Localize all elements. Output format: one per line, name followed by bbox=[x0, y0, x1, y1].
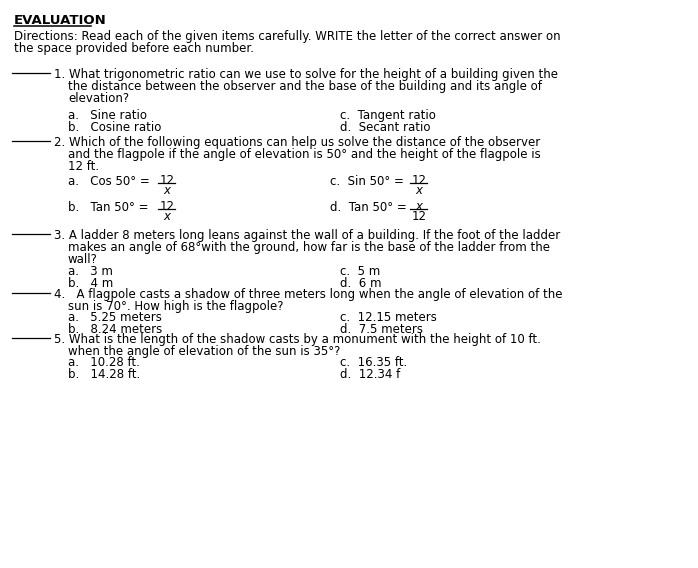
Text: x: x bbox=[415, 184, 422, 197]
Text: 3. A ladder 8 meters long leans against the wall of a building. If the foot of t: 3. A ladder 8 meters long leans against … bbox=[54, 229, 560, 242]
Text: makes an angle of 68°with the ground, how far is the base of the ladder from the: makes an angle of 68°with the ground, ho… bbox=[68, 241, 550, 254]
Text: 5. What is the length of the shadow casts by a monument with the height of 10 ft: 5. What is the length of the shadow cast… bbox=[54, 333, 541, 346]
Text: 1. What trigonometric ratio can we use to solve for the height of a building giv: 1. What trigonometric ratio can we use t… bbox=[54, 68, 558, 81]
Text: 12 ft.: 12 ft. bbox=[68, 160, 99, 173]
Text: a.   Sine ratio: a. Sine ratio bbox=[68, 109, 147, 122]
Text: d.  12.34 f: d. 12.34 f bbox=[340, 368, 400, 381]
Text: b.   14.28 ft.: b. 14.28 ft. bbox=[68, 368, 140, 381]
Text: d.  6 m: d. 6 m bbox=[340, 277, 382, 290]
Text: Directions: Read each of the given items carefully. WRITE the letter of the corr: Directions: Read each of the given items… bbox=[14, 30, 560, 43]
Text: EVALUATION: EVALUATION bbox=[14, 14, 107, 27]
Text: b.   8.24 meters: b. 8.24 meters bbox=[68, 323, 162, 336]
Text: 12: 12 bbox=[160, 174, 175, 187]
Text: x: x bbox=[163, 184, 170, 197]
Text: 4.   A flagpole casts a shadow of three meters long when the angle of elevation : 4. A flagpole casts a shadow of three me… bbox=[54, 288, 563, 301]
Text: 12: 12 bbox=[160, 200, 175, 213]
Text: c.  16.35 ft.: c. 16.35 ft. bbox=[340, 356, 407, 369]
Text: x: x bbox=[163, 210, 170, 223]
Text: wall?: wall? bbox=[68, 253, 98, 266]
Text: d.  Tan 50° =: d. Tan 50° = bbox=[330, 201, 407, 214]
Text: c.  5 m: c. 5 m bbox=[340, 265, 380, 278]
Text: a.   10.28 ft.: a. 10.28 ft. bbox=[68, 356, 140, 369]
Text: a.   Cos 50° =: a. Cos 50° = bbox=[68, 175, 150, 188]
Text: elevation?: elevation? bbox=[68, 92, 129, 105]
Text: b.   4 m: b. 4 m bbox=[68, 277, 113, 290]
Text: c.  12.15 meters: c. 12.15 meters bbox=[340, 311, 437, 324]
Text: b.   Tan 50° =: b. Tan 50° = bbox=[68, 201, 149, 214]
Text: when the angle of elevation of the sun is 35°?: when the angle of elevation of the sun i… bbox=[68, 345, 341, 358]
Text: 12: 12 bbox=[412, 210, 427, 223]
Text: x: x bbox=[415, 200, 422, 213]
Text: the space provided before each number.: the space provided before each number. bbox=[14, 42, 254, 55]
Text: 12: 12 bbox=[412, 174, 427, 187]
Text: c.  Tangent ratio: c. Tangent ratio bbox=[340, 109, 436, 122]
Text: 2. Which of the following equations can help us solve the distance of the observ: 2. Which of the following equations can … bbox=[54, 136, 540, 149]
Text: d.  Secant ratio: d. Secant ratio bbox=[340, 121, 431, 134]
Text: and the flagpole if the angle of elevation is 50° and the height of the flagpole: and the flagpole if the angle of elevati… bbox=[68, 148, 541, 161]
Text: d.  7.5 meters: d. 7.5 meters bbox=[340, 323, 423, 336]
Text: a.   5.25 meters: a. 5.25 meters bbox=[68, 311, 162, 324]
Text: c.  Sin 50° =: c. Sin 50° = bbox=[330, 175, 404, 188]
Text: the distance between the observer and the base of the building and its angle of: the distance between the observer and th… bbox=[68, 80, 542, 93]
Text: a.   3 m: a. 3 m bbox=[68, 265, 113, 278]
Text: sun is 70°. How high is the flagpole?: sun is 70°. How high is the flagpole? bbox=[68, 300, 283, 313]
Text: b.   Cosine ratio: b. Cosine ratio bbox=[68, 121, 161, 134]
